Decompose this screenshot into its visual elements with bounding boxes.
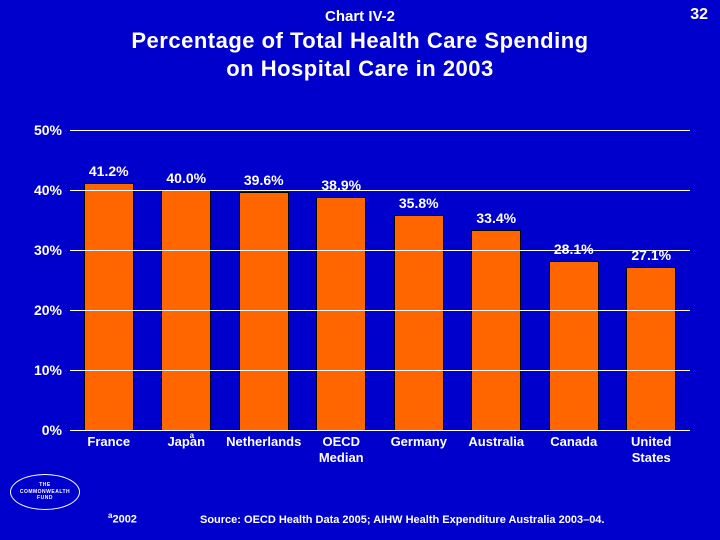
title-line-2: on Hospital Care in 2003	[226, 56, 494, 81]
chart-bar-slot: 33.4%	[458, 130, 536, 430]
chart-label: Chart IV-2	[0, 8, 720, 25]
chart-bar	[394, 215, 444, 430]
chart-gridline	[70, 130, 690, 131]
chart-plot-area: 41.2% 40.0% 39.6% 38.9% 35.8% 33.4% 28.1%27.1%…	[70, 130, 690, 430]
source-text: Source: OECD Health Data 2005; AIHW Heal…	[200, 514, 710, 526]
chart-title: Percentage of Total Health Care Spending…	[0, 27, 720, 82]
chart-x-axis: FranceJapanaNetherlandsOECDMedianGermany…	[70, 434, 690, 467]
chart-ytick-label: 30%	[12, 242, 62, 258]
chart-bar	[626, 267, 676, 430]
footnote-text: 2002	[112, 514, 136, 526]
chart-xlabel: Canada	[535, 434, 613, 467]
chart-gridline	[70, 310, 690, 311]
chart-ytick-label: 40%	[12, 182, 62, 198]
chart-bar	[239, 192, 289, 430]
chart-ytick-label: 10%	[12, 362, 62, 378]
logo-line-3: FUND	[37, 495, 53, 501]
chart-bar-value-label: 41.2%	[89, 163, 129, 179]
commonwealth-fund-logo: THE COMMONWEALTH FUND	[10, 474, 80, 510]
chart-xlabel: OECDMedian	[303, 434, 381, 467]
chart-bar-value-label: 40.0%	[166, 170, 206, 186]
chart-gridline	[70, 430, 690, 431]
chart-ytick-label: 0%	[12, 422, 62, 438]
chart-gridline	[70, 370, 690, 371]
xlabel-footnote-marker: a	[190, 431, 194, 441]
chart-xlabel: Netherlands	[225, 434, 303, 467]
chart-gridline	[70, 190, 690, 191]
chart-xlabel: France	[70, 434, 148, 467]
footnote: a2002	[108, 511, 137, 526]
chart-bar-value-label: 33.4%	[476, 210, 516, 226]
chart-bar-slot: 27.1%	[613, 130, 691, 430]
chart-bar-slot: 40.0%	[148, 130, 226, 430]
chart-xlabel: UnitedStates	[613, 434, 691, 467]
chart-bar	[84, 183, 134, 430]
logo-line-2: COMMONWEALTH	[20, 489, 70, 495]
chart-ytick-label: 20%	[12, 302, 62, 318]
chart-bars: 41.2% 40.0% 39.6% 38.9% 35.8% 33.4% 28.1%27.1%	[70, 130, 690, 430]
chart-bar-slot: 41.2%	[70, 130, 148, 430]
chart-gridline	[70, 250, 690, 251]
chart-xlabel: Japana	[148, 434, 226, 467]
chart-bar	[316, 197, 366, 430]
chart-bar-value-label: 39.6%	[244, 172, 284, 188]
logo-line-1: THE	[39, 482, 51, 488]
chart-xlabel: Germany	[380, 434, 458, 467]
chart-bar-slot: 38.9%	[303, 130, 381, 430]
chart-ytick-label: 50%	[12, 122, 62, 138]
chart-bar-slot: 28.1%	[535, 130, 613, 430]
chart-header: Chart IV-2 Percentage of Total Health Ca…	[0, 8, 720, 82]
chart-bar	[471, 230, 521, 430]
chart-bar-slot: 39.6%	[225, 130, 303, 430]
chart-bar-slot: 35.8%	[380, 130, 458, 430]
chart-xlabel: Australia	[458, 434, 536, 467]
title-line-1: Percentage of Total Health Care Spending	[131, 28, 588, 53]
chart-bar-value-label: 35.8%	[399, 195, 439, 211]
chart-bar	[549, 261, 599, 430]
